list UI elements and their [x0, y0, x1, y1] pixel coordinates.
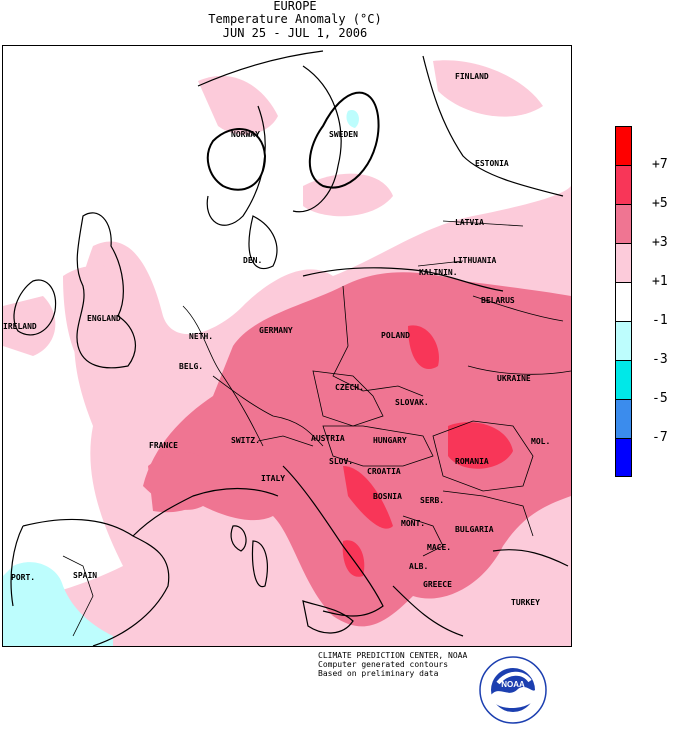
label-finland: FINLAND: [455, 72, 489, 81]
anomaly-shading: [3, 60, 571, 646]
label-slovakia: SLOVAK.: [395, 398, 429, 407]
label-austria: AUSTRIA: [311, 434, 345, 443]
legend-swatch: [615, 399, 632, 438]
legend-tick-label: +5: [652, 196, 668, 211]
label-germany: GERMANY: [259, 326, 293, 335]
legend-swatch: [615, 165, 632, 204]
label-romania: ROMANIA: [455, 457, 489, 466]
label-turkey: TURKEY: [511, 598, 540, 607]
legend-tick-label: -5: [652, 391, 668, 406]
legend-tick-label: -7: [652, 430, 668, 445]
legend-swatch: [615, 126, 632, 165]
credit-line-1: CLIMATE PREDICTION CENTER, NOAA: [318, 651, 468, 660]
color-legend: [615, 126, 632, 477]
noaa-logo-text: NOAA: [501, 680, 525, 689]
coastlines: [10, 50, 569, 646]
credit-line-3: Based on preliminary data: [318, 669, 439, 678]
label-bosnia: BOSNIA: [373, 492, 402, 501]
legend-swatch: [615, 360, 632, 399]
label-netherlands: NETH.: [189, 332, 214, 341]
label-albania: ALB.: [409, 562, 429, 571]
label-latvia: LATVIA: [455, 218, 484, 227]
contour-lines: [206, 91, 380, 191]
legend-tick-label: +3: [652, 235, 668, 250]
label-sweden: SWEDEN: [329, 130, 358, 139]
label-france: FRANCE: [149, 441, 178, 450]
legend-tick-label: -1: [652, 313, 668, 328]
label-bulgaria: BULGARIA: [455, 525, 494, 534]
label-macedonia: MACE.: [427, 543, 452, 552]
label-denmark: DEN.: [243, 256, 263, 265]
legend-swatch: [615, 282, 632, 321]
label-estonia: ESTONIA: [475, 159, 509, 168]
label-serbia: SERB.: [420, 496, 445, 505]
label-portugal: PORT.: [11, 573, 36, 582]
label-belgium: BELG.: [179, 362, 204, 371]
map-region-title: EUROPE: [273, 0, 317, 13]
label-norway: NORWAY: [231, 130, 260, 139]
country-borders: [62, 220, 571, 637]
map-subtitle: Temperature Anomaly (°C): [208, 12, 382, 26]
anomaly-map: FINLAND NORWAY SWEDEN ESTONIA LATVIA LIT…: [2, 45, 572, 647]
label-england: ENGLAND: [87, 314, 121, 323]
label-moldova: MOL.: [531, 437, 551, 446]
label-czech: CZECH.: [335, 383, 364, 392]
map-period: JUN 25 - JUL 1, 2006: [222, 26, 368, 40]
label-hungary: HUNGARY: [373, 436, 407, 445]
legend-tick-label: +1: [652, 274, 668, 289]
label-kaliningrad: KALININ.: [419, 268, 458, 277]
label-belarus: BELARUS: [481, 296, 515, 305]
noaa-logo: NOAA: [478, 655, 548, 725]
label-spain: SPAIN: [73, 571, 98, 580]
legend-swatch: [615, 243, 632, 282]
legend-tick-label: +7: [652, 157, 668, 172]
credit-line-2: Computer generated contours: [318, 660, 449, 669]
legend-swatch: [615, 438, 632, 477]
map-canvas: [3, 50, 571, 646]
label-italy: ITALY: [261, 474, 286, 483]
label-montenegro: MONT.: [401, 519, 426, 528]
legend-tick-label: -3: [652, 352, 668, 367]
label-greece: GREECE: [423, 580, 452, 589]
label-poland: POLAND: [381, 331, 410, 340]
legend-swatch: [615, 321, 632, 360]
label-ireland: IRELAND: [3, 322, 37, 331]
label-ukraine: UKRAINE: [497, 374, 531, 383]
label-croatia: CROATIA: [367, 467, 401, 476]
label-switzerland: SWITZ.: [231, 436, 260, 445]
label-slovenia: SLOV.: [329, 457, 354, 466]
legend-swatch: [615, 204, 632, 243]
label-lithuania: LITHUANIA: [453, 256, 497, 265]
